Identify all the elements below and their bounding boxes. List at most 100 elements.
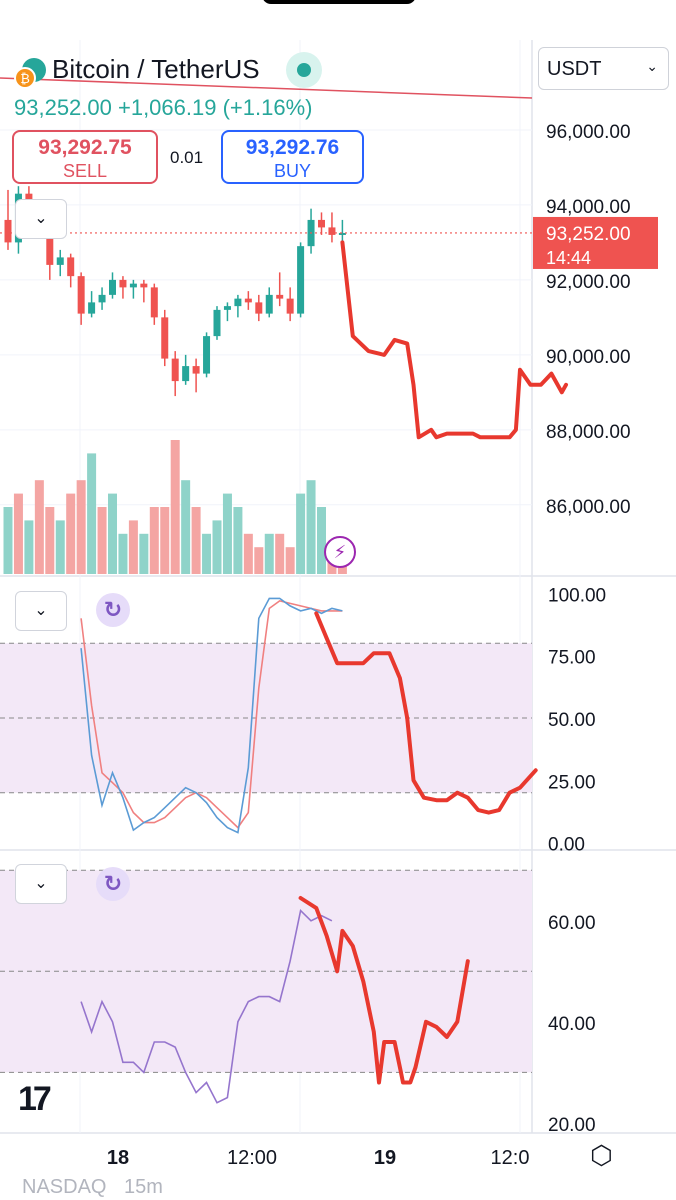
candle-body [265, 294, 273, 314]
volume-bar [306, 480, 316, 574]
candle-body [255, 302, 263, 314]
chevron-down-icon: ⌄ [34, 875, 48, 892]
price-change: 93,252.00 +1,066.19 (+1.16%) [14, 95, 313, 120]
stoch-tick-label: 25.00 [548, 772, 596, 793]
sell-button[interactable]: 93,292.75 SELL [12, 130, 158, 184]
bitcoin-icon: ₿ [14, 58, 46, 89]
volume-bar [45, 507, 55, 574]
volume-bar [191, 507, 201, 574]
symbol-title[interactable]: Bitcoin / TetherUS [52, 54, 260, 84]
price-tick-label: 90,000.00 [546, 347, 631, 368]
candle-body [328, 227, 336, 235]
settings-icon[interactable]: ⬡ [590, 1140, 613, 1170]
volume-bar [66, 493, 76, 574]
stoch-d-line [80, 600, 343, 829]
volume-bar [233, 507, 243, 574]
collapse-rsi-button[interactable]: ⌄ [15, 864, 67, 904]
rsi-tick-label: 60.00 [548, 913, 596, 934]
interval-label: 15m [124, 1176, 163, 1198]
time-axis: 18 12:00 19 12:0 [107, 1147, 530, 1169]
chevron-down-icon: ⌄ [34, 210, 48, 227]
last-price-badge [533, 216, 658, 269]
rsi-tick-label: 20.00 [548, 1115, 596, 1136]
candle-body [182, 366, 190, 382]
volume-bar [34, 480, 44, 574]
candle-body [234, 298, 242, 307]
volume-bar [108, 493, 117, 574]
buy-label: BUY [273, 161, 311, 181]
exchange-label: NASDAQ [22, 1176, 107, 1198]
live-status-icon [286, 52, 322, 88]
buy-button[interactable]: 93,292.76 BUY [221, 130, 364, 184]
time-tick-label: 12:0 [491, 1147, 530, 1169]
stoch-forecast-path [314, 611, 538, 815]
candle-body [286, 298, 294, 314]
volume-bar [243, 533, 253, 574]
candle-body [150, 287, 158, 318]
price-tick-label: 94,000.00 [546, 197, 631, 218]
stoch-tick-label: 0.00 [548, 835, 585, 856]
refresh-icon[interactable]: ↻ [96, 867, 130, 901]
volume-bar [87, 453, 97, 574]
price-tick-label: 86,000.00 [546, 497, 631, 518]
stoch-k-line [80, 597, 343, 834]
volume-bar [181, 480, 191, 574]
volume-bar [212, 520, 222, 574]
candle-body [77, 276, 85, 314]
volume-bar [97, 507, 107, 574]
collapse-stoch-button[interactable]: ⌄ [15, 591, 67, 631]
refresh-icon[interactable]: ↻ [96, 593, 130, 627]
candle-body [140, 283, 148, 288]
volume-bar [3, 507, 13, 574]
footer-bar: NASDAQ 15m [22, 1176, 163, 1199]
volume-bar [296, 493, 306, 574]
lightning-icon[interactable]: ⚡ [324, 536, 356, 568]
candle-body [171, 358, 179, 382]
sell-label: SELL [62, 161, 108, 181]
rsi-tick-label: 40.00 [548, 1014, 596, 1035]
price-tick-label: 96,000.00 [546, 122, 631, 143]
currency-value: USDT [547, 58, 602, 80]
candle-body [4, 219, 12, 243]
chevron-down-icon: ⌄ [646, 58, 658, 74]
moving-average-line [0, 77, 533, 99]
volume-bar [118, 533, 128, 574]
candle-body [67, 257, 75, 277]
time-tick-label: 12:00 [227, 1147, 277, 1169]
candle-body [244, 298, 252, 303]
candle-body [318, 219, 325, 228]
candle-body [46, 219, 54, 265]
currency-select[interactable]: USDT ⌄ [538, 47, 669, 90]
rsi-line [80, 909, 333, 1104]
volume-bar [170, 440, 180, 574]
candle-body [119, 279, 127, 288]
tradingview-logo[interactable]: 17 [18, 1080, 52, 1118]
indicator-lines [0, 77, 533, 1104]
svg-text:₿: ₿ [20, 72, 30, 87]
volume-bar [24, 520, 34, 574]
price-tick-label: 88,000.00 [546, 422, 631, 443]
time-tick-label: 18 [107, 1147, 129, 1169]
candle-body [338, 232, 346, 235]
candle-body [56, 257, 64, 265]
buy-price: 93,292.76 [245, 136, 340, 159]
rsi-forecast-path [298, 896, 470, 1085]
price-axis: 96,000.00 94,000.00 92,000.00 90,000.00 88,0… [533, 122, 658, 1136]
volume-bar [264, 533, 274, 574]
candle-body [213, 309, 221, 337]
candle-body [129, 283, 137, 288]
volume-bar [285, 547, 295, 574]
time-tick-label: 19 [374, 1147, 396, 1169]
volume-bar [160, 507, 170, 574]
collapse-main-button[interactable]: ⌄ [15, 199, 67, 239]
status-bar-notch [262, 0, 416, 4]
candle-body [88, 302, 96, 314]
sell-price: 93,292.75 [38, 136, 132, 159]
price-tick-label: 92,000.00 [546, 272, 631, 293]
stoch-tick-label: 100.00 [548, 585, 606, 606]
forecast-annotations [298, 240, 568, 1085]
volume-bar [317, 507, 326, 574]
countdown-label: 14:44 [546, 248, 591, 268]
volume-bar [222, 493, 232, 574]
